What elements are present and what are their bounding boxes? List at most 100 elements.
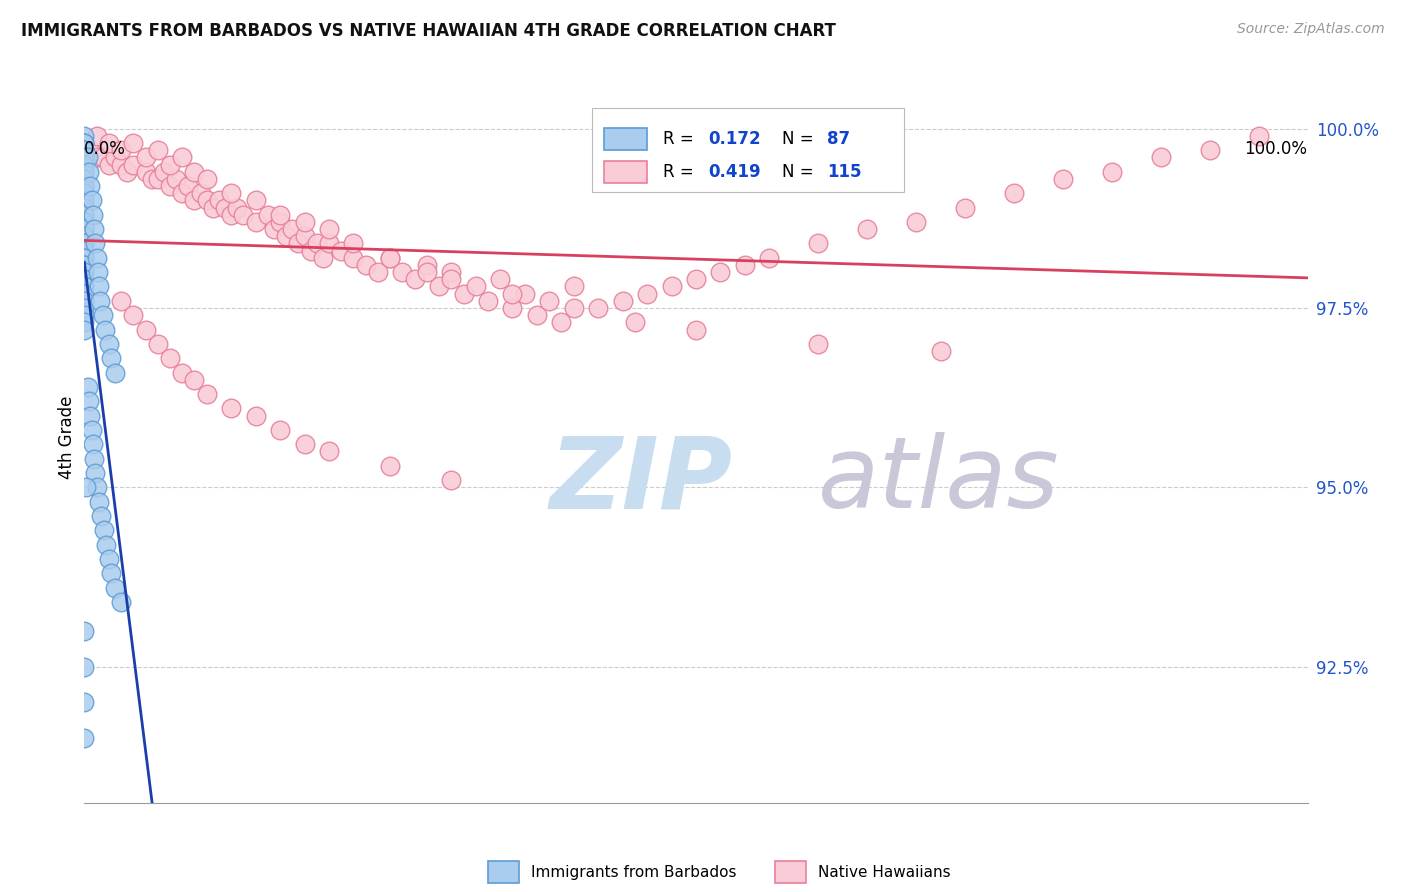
Point — [110, 158, 132, 172]
Point — [305, 236, 328, 251]
Point — [73, 179, 96, 194]
Point — [73, 136, 96, 150]
Point — [73, 165, 96, 179]
Point — [269, 215, 291, 229]
Point — [294, 229, 316, 244]
Point — [87, 265, 110, 279]
Point — [177, 179, 200, 194]
Point — [87, 494, 110, 508]
Point — [477, 293, 499, 308]
Point — [208, 194, 231, 208]
Point — [73, 286, 96, 301]
Point — [100, 566, 122, 581]
Point — [538, 293, 561, 308]
Point — [219, 208, 242, 222]
Point — [73, 201, 96, 215]
Point — [1101, 165, 1123, 179]
Text: 87: 87 — [827, 130, 851, 148]
Point — [83, 222, 105, 236]
Point — [464, 279, 486, 293]
Point — [214, 201, 236, 215]
Point — [342, 251, 364, 265]
FancyBboxPatch shape — [592, 108, 904, 192]
Point — [73, 150, 96, 164]
Point — [82, 437, 104, 451]
Text: 100.0%: 100.0% — [1244, 140, 1308, 158]
Point — [245, 409, 267, 423]
Point — [73, 215, 96, 229]
Point — [97, 336, 120, 351]
Point — [75, 480, 97, 494]
Point — [440, 473, 463, 487]
Point — [586, 301, 609, 315]
Point — [172, 366, 194, 380]
Point — [73, 731, 96, 746]
Point — [636, 286, 658, 301]
Point — [146, 143, 169, 157]
Point — [526, 308, 548, 322]
FancyBboxPatch shape — [605, 128, 647, 151]
Point — [73, 143, 96, 157]
Text: R =: R = — [664, 163, 699, 181]
Point — [294, 437, 316, 451]
Point — [91, 150, 114, 164]
Point — [73, 258, 96, 272]
Point — [183, 194, 205, 208]
Point — [100, 351, 122, 366]
Point — [73, 659, 96, 673]
Text: R =: R = — [664, 130, 699, 148]
Point — [83, 451, 105, 466]
Point — [73, 624, 96, 638]
Point — [77, 150, 100, 164]
Point — [115, 165, 138, 179]
Point — [86, 251, 108, 265]
Point — [159, 158, 181, 172]
Point — [318, 444, 340, 458]
Point — [856, 222, 879, 236]
Point — [299, 244, 322, 258]
Point — [80, 423, 103, 437]
Point — [380, 458, 402, 473]
Point — [73, 272, 96, 286]
Point — [807, 336, 830, 351]
Point — [91, 308, 114, 322]
Point — [73, 279, 96, 293]
Point — [73, 308, 96, 322]
Point — [929, 344, 952, 359]
Text: IMMIGRANTS FROM BARBADOS VS NATIVE HAWAIIAN 4TH GRADE CORRELATION CHART: IMMIGRANTS FROM BARBADOS VS NATIVE HAWAI… — [21, 22, 837, 40]
Point — [135, 165, 157, 179]
Point — [1052, 172, 1074, 186]
Point — [73, 128, 96, 143]
Point — [77, 380, 100, 394]
Point — [90, 508, 112, 523]
Point — [73, 229, 96, 244]
Point — [380, 251, 402, 265]
Point — [73, 229, 96, 244]
Point — [77, 394, 100, 409]
Point — [318, 222, 340, 236]
Point — [79, 409, 101, 423]
Point — [93, 524, 115, 538]
Point — [807, 236, 830, 251]
Point — [73, 251, 96, 265]
Point — [73, 258, 96, 272]
Point — [104, 581, 127, 595]
Point — [73, 251, 96, 265]
Point — [73, 695, 96, 709]
Point — [73, 186, 96, 201]
Point — [1247, 128, 1270, 143]
Point — [73, 265, 96, 279]
Point — [232, 208, 254, 222]
Point — [73, 208, 96, 222]
Point — [734, 258, 756, 272]
Point — [146, 336, 169, 351]
Point — [367, 265, 389, 279]
Point — [96, 538, 118, 552]
Point — [73, 215, 96, 229]
Text: Native Hawaiians: Native Hawaiians — [818, 864, 950, 880]
Point — [94, 322, 117, 336]
Point — [330, 244, 353, 258]
Text: ZIP: ZIP — [550, 433, 733, 530]
Point — [159, 179, 181, 194]
Point — [73, 136, 96, 150]
